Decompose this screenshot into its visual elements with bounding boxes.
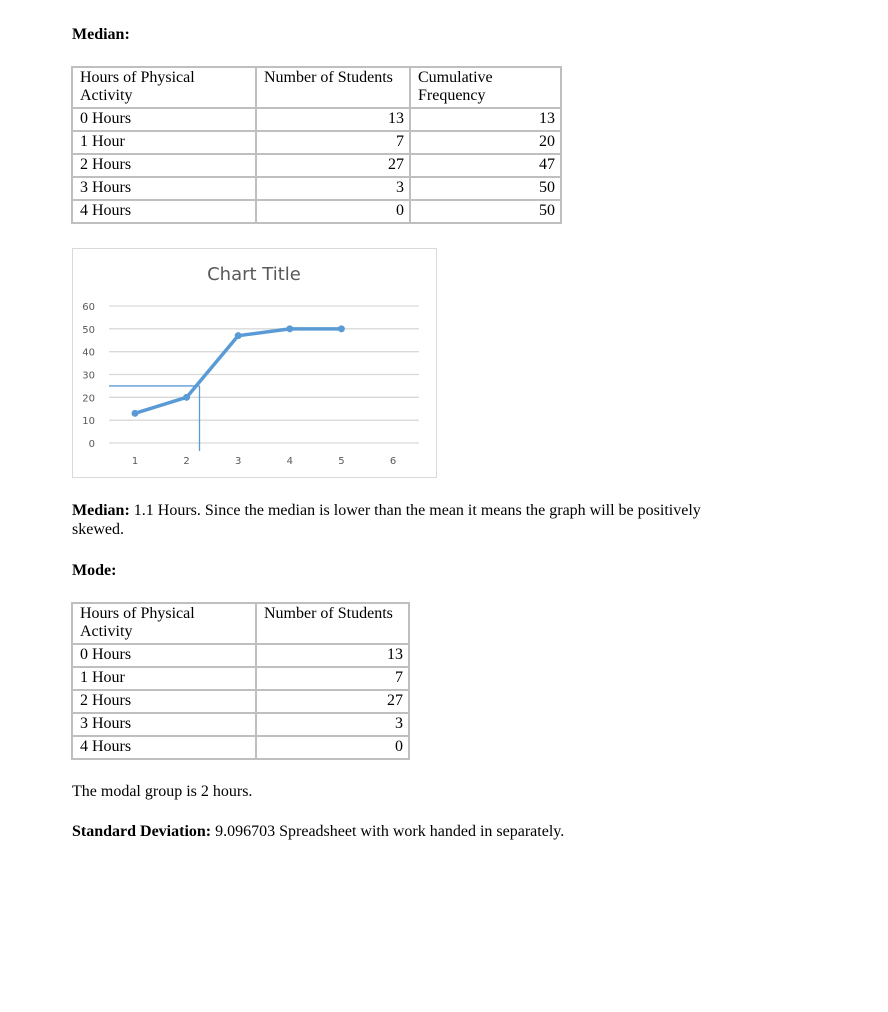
sd-label: Standard Deviation: (72, 823, 212, 840)
y-tick-label: 60 (82, 302, 95, 313)
header-cell: Hours of Physical Activity (71, 66, 257, 109)
table-row: 3 Hours 3 (71, 712, 410, 737)
chart-svg: Chart Title 0 10 20 30 40 50 60 1 2 3 4 5 6 (82, 264, 419, 467)
header-cell: Hours of Physical Activity (71, 602, 257, 645)
median-result: Median: 1.1 Hours. Since the median is l… (72, 501, 752, 539)
y-tick-label: 10 (82, 416, 95, 427)
sd-body: 9.096703 Spreadsheet with work handed in… (211, 823, 565, 840)
y-tick-label: 30 (82, 371, 95, 382)
hours-cell: 0 Hours (71, 107, 257, 132)
table-header-row: Hours of Physical Activity Number of Stu… (71, 602, 410, 645)
table-row: 2 Hours 27 47 (71, 153, 562, 178)
hours-cell: 4 Hours (71, 199, 257, 224)
x-tick-label: 6 (390, 456, 396, 467)
header-cell: Number of Students (255, 602, 410, 645)
header-cell: Number of Students (255, 66, 411, 109)
students-cell: 0 (255, 199, 411, 224)
table-row: 3 Hours 3 50 (71, 176, 562, 201)
table-row: 0 Hours 13 13 (71, 107, 562, 132)
students-cell: 13 (255, 643, 410, 668)
x-tick-label: 3 (235, 456, 241, 467)
hours-cell: 4 Hours (71, 735, 257, 760)
table-row: 1 Hour 7 (71, 666, 410, 691)
students-cell: 27 (255, 153, 411, 178)
table-row: 1 Hour 7 20 (71, 130, 562, 155)
students-cell: 0 (255, 735, 410, 760)
hours-cell: 3 Hours (71, 712, 257, 737)
cumulative-frequency-table: Hours of Physical Activity Number of Stu… (71, 66, 562, 224)
hours-cell: 0 Hours (71, 643, 257, 668)
students-cell: 3 (255, 712, 410, 737)
y-tick-label: 50 (82, 325, 95, 336)
mode-heading: Mode: (72, 562, 117, 579)
table-row: 4 Hours 0 50 (71, 199, 562, 224)
cumulative-frequency-chart: Chart Title 0 10 20 30 40 50 60 1 2 3 4 5 6 (72, 248, 437, 478)
frequency-table: Hours of Physical Activity Number of Stu… (71, 602, 410, 760)
cumulative-cell: 13 (409, 107, 562, 132)
data-point (337, 325, 345, 333)
median-heading: Median: (72, 26, 130, 43)
hours-cell: 3 Hours (71, 176, 257, 201)
students-cell: 7 (255, 666, 410, 691)
table-row: 2 Hours 27 (71, 689, 410, 714)
data-point (286, 325, 294, 333)
x-tick-label: 1 (132, 456, 138, 467)
students-cell: 13 (255, 107, 411, 132)
cumulative-cell: 20 (409, 130, 562, 155)
x-tick-label: 5 (338, 456, 344, 467)
x-tick-label: 4 (287, 456, 293, 467)
y-tick-label: 20 (82, 393, 95, 404)
series-line (134, 327, 342, 415)
students-cell: 3 (255, 176, 411, 201)
hours-cell: 2 Hours (71, 153, 257, 178)
y-tick-label: 40 (82, 348, 95, 359)
students-cell: 7 (255, 130, 411, 155)
x-tick-label: 2 (183, 456, 189, 467)
hours-cell: 1 Hour (71, 666, 257, 691)
chart-title: Chart Title (207, 264, 301, 285)
cumulative-cell: 50 (409, 176, 562, 201)
median-label: Median: (72, 502, 130, 519)
header-cell: Cumulative Frequency (409, 66, 562, 109)
students-cell: 27 (255, 689, 410, 714)
hours-cell: 1 Hour (71, 130, 257, 155)
median-body: 1.1 Hours. Since the median is lower tha… (72, 502, 701, 538)
data-point (234, 332, 242, 340)
hours-cell: 2 Hours (71, 689, 257, 714)
cumulative-cell: 50 (409, 199, 562, 224)
table-row: 0 Hours 13 (71, 643, 410, 668)
modal-text: The modal group is 2 hours. (72, 783, 253, 800)
table-header-row: Hours of Physical Activity Number of Stu… (71, 66, 562, 109)
data-point (131, 409, 139, 417)
data-point (183, 393, 191, 401)
standard-deviation: Standard Deviation: 9.096703 Spreadsheet… (72, 823, 564, 841)
cumulative-cell: 47 (409, 153, 562, 178)
y-tick-label: 0 (89, 439, 95, 450)
table-row: 4 Hours 0 (71, 735, 410, 760)
